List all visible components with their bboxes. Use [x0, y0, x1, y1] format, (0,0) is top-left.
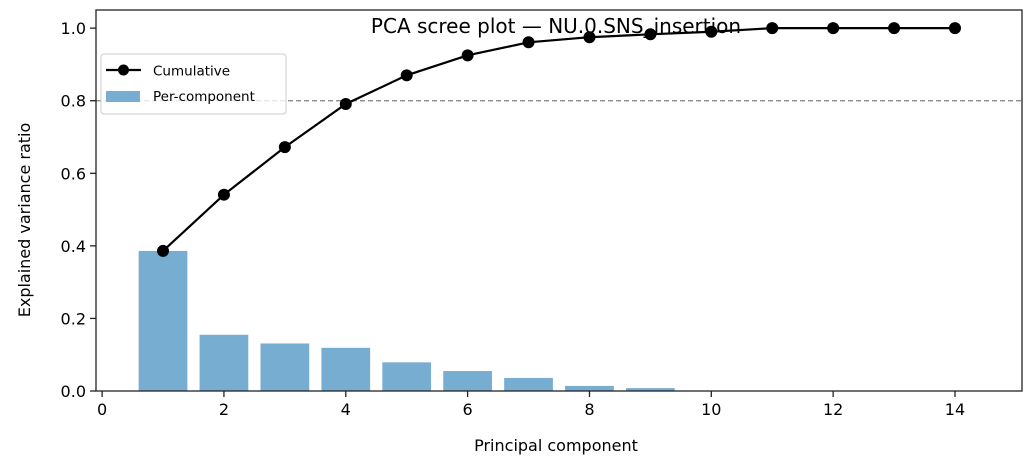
bar-pc-4 — [321, 347, 371, 391]
chart-title: PCA scree plot — NU.0.SNS_insertion — [371, 14, 741, 38]
cumulative-point-11 — [766, 22, 779, 35]
cumulative-point-4 — [339, 97, 352, 110]
cumulative-point-10 — [705, 25, 718, 38]
per-component-bars — [138, 250, 919, 391]
x-tick-label: 6 — [463, 400, 473, 419]
y-axis-label: Explained variance ratio — [15, 123, 34, 318]
cumulative-point-1 — [157, 244, 170, 257]
legend-label-per-component: Per-component — [153, 89, 255, 105]
cumulative-point-12 — [827, 22, 840, 35]
cumulative-point-5 — [400, 69, 413, 82]
y-axis-ticks: 0.0 0.2 0.4 0.6 0.8 1.0 — [61, 19, 96, 401]
bar-pc-8 — [565, 385, 614, 391]
cumulative-point-8 — [583, 31, 596, 44]
plot-frame — [95, 9, 1023, 392]
y-tick-label: 0.0 — [61, 382, 86, 401]
bar-pc-3 — [260, 343, 310, 391]
bar-pc-2 — [199, 334, 249, 391]
cumulative-point-9 — [644, 28, 657, 41]
cumulative-markers — [157, 22, 961, 257]
cumulative-point-2 — [217, 188, 230, 201]
legend-cumulative-marker-icon — [118, 64, 129, 76]
x-axis-label: Principal component — [474, 436, 638, 455]
legend-per-component-swatch-icon — [106, 91, 140, 102]
y-tick-label: 0.6 — [61, 164, 86, 183]
x-tick-label: 10 — [701, 400, 721, 419]
bar-pc-1 — [138, 250, 188, 391]
cumulative-line — [162, 27, 955, 252]
legend-label-cumulative: Cumulative — [153, 64, 230, 80]
bar-pc-5 — [382, 362, 432, 391]
cumulative-point-3 — [278, 141, 291, 154]
x-axis-ticks: 0 2 4 6 8 10 12 14 — [97, 391, 965, 419]
bar-pc-7 — [504, 377, 553, 391]
cumulative-point-14 — [948, 22, 961, 35]
bar-pc-6 — [443, 371, 492, 391]
y-tick-label: 0.4 — [61, 237, 86, 256]
cumulative-point-7 — [522, 36, 535, 49]
x-tick-label: 8 — [584, 400, 594, 419]
cumulative-point-13 — [888, 22, 901, 35]
y-tick-label: 0.8 — [61, 92, 86, 111]
bar-pc-9 — [626, 388, 675, 391]
x-tick-label: 0 — [97, 400, 107, 419]
x-tick-label: 4 — [341, 400, 351, 419]
x-tick-label: 12 — [823, 400, 843, 419]
x-tick-label: 2 — [219, 400, 229, 419]
x-tick-label: 14 — [945, 400, 965, 419]
cumulative-point-6 — [461, 49, 474, 62]
legend: Cumulative Per-component — [100, 53, 287, 115]
y-tick-label: 0.2 — [61, 309, 86, 328]
y-tick-label: 1.0 — [61, 19, 86, 38]
